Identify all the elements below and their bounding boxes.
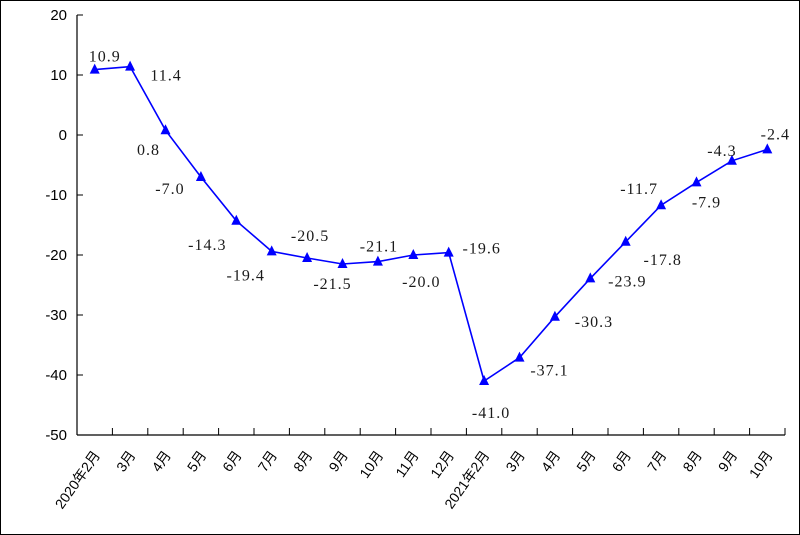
- x-tick-label: 8月: [290, 448, 316, 475]
- x-tick-label: 6月: [219, 448, 245, 475]
- data-point-marker: [231, 214, 242, 225]
- y-tick-label: -40: [45, 367, 67, 384]
- series-line: [94, 65, 768, 383]
- data-point-marker: [195, 171, 206, 181]
- data-label: -17.8: [644, 252, 682, 269]
- x-tick-label: 5月: [184, 448, 210, 475]
- data-point-marker: [337, 258, 348, 268]
- data-label: -14.3: [188, 237, 226, 254]
- x-tick-label: 10月: [356, 448, 386, 481]
- y-tick-label: -50: [45, 427, 67, 444]
- x-tick-label: 4月: [148, 448, 174, 475]
- data-point-marker: [302, 252, 313, 262]
- data-point-marker: [726, 154, 737, 165]
- data-point-marker: [125, 60, 136, 71]
- data-point-marker: [762, 143, 773, 154]
- data-label: -41.0: [472, 405, 510, 422]
- x-tick-label: 6月: [609, 448, 635, 475]
- data-label: -19.6: [463, 241, 501, 258]
- x-tick-label: 7月: [255, 448, 281, 475]
- data-point-marker: [443, 246, 454, 257]
- x-tick-label: 10月: [746, 448, 776, 481]
- y-tick-label: 20: [50, 7, 67, 24]
- data-point-marker: [656, 199, 667, 210]
- data-label: -21.5: [313, 276, 351, 293]
- data-label: -2.4: [761, 126, 790, 143]
- x-tick-label: 5月: [573, 448, 599, 475]
- data-point-marker: [372, 255, 383, 266]
- y-tick-label: 0: [59, 127, 67, 144]
- x-tick-label: 11月: [392, 448, 421, 481]
- data-label: 10.9: [89, 49, 121, 66]
- data-label: -37.1: [530, 363, 568, 380]
- x-tick-label: 2020年2月: [52, 448, 104, 512]
- y-tick-label: 10: [50, 67, 67, 84]
- x-tick-label: 9月: [715, 448, 741, 475]
- x-tick-label: 12月: [427, 448, 457, 481]
- x-tick-label: 4月: [538, 448, 564, 475]
- data-label: -23.9: [608, 273, 646, 290]
- data-point-marker: [585, 272, 596, 283]
- x-tick-label: 7月: [644, 448, 670, 475]
- data-point-marker: [89, 63, 100, 74]
- data-label: -20.0: [402, 274, 440, 291]
- data-label: -7.0: [155, 181, 184, 198]
- x-tick-label: 9月: [325, 448, 351, 475]
- data-point-marker: [479, 375, 490, 385]
- data-label: -30.3: [575, 314, 613, 331]
- data-point-marker: [514, 351, 525, 362]
- x-tick-label: 8月: [679, 448, 705, 475]
- y-tick-label: -10: [45, 187, 67, 204]
- x-tick-label: 3月: [502, 448, 528, 475]
- data-label: -20.5: [291, 228, 329, 245]
- y-tick-label: -20: [45, 247, 67, 264]
- data-point-marker: [160, 124, 171, 135]
- data-label: -4.3: [707, 143, 736, 160]
- data-point-marker: [620, 235, 631, 246]
- data-label: -7.9: [692, 194, 721, 211]
- data-label: -21.1: [360, 239, 398, 256]
- data-label: -11.7: [620, 181, 658, 198]
- data-point-marker: [266, 245, 277, 256]
- data-point-marker: [691, 176, 702, 187]
- data-point-marker: [549, 310, 560, 321]
- x-tick-label: 3月: [113, 448, 139, 475]
- y-tick-label: -30: [45, 307, 67, 324]
- data-point-marker: [408, 249, 419, 259]
- data-label: -19.4: [227, 267, 265, 284]
- data-label: 11.4: [150, 68, 181, 85]
- data-label: 0.8: [137, 142, 160, 159]
